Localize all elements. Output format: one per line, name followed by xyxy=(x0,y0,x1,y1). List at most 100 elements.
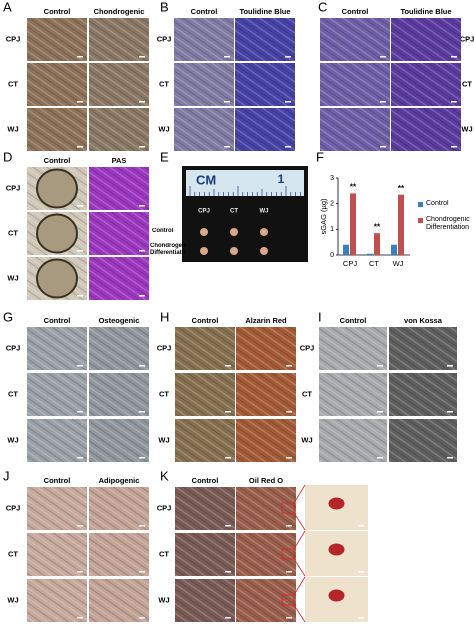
scale-bar xyxy=(451,101,457,103)
scale-bar xyxy=(358,525,364,527)
scale-bar xyxy=(139,101,145,103)
bar xyxy=(391,244,397,255)
scale-bar xyxy=(451,56,457,58)
row-label: CT xyxy=(159,79,169,88)
micrograph-texture xyxy=(174,18,234,61)
micrograph-texture xyxy=(89,167,149,210)
bar xyxy=(367,253,373,255)
scale-bar xyxy=(139,525,145,527)
column-label: WJ xyxy=(260,209,269,215)
micrograph-texture xyxy=(175,327,235,370)
pellet xyxy=(36,258,78,299)
row-label-box: Chondrogenic Differentiation xyxy=(150,243,186,256)
pellet xyxy=(230,247,238,255)
row-label: CPJ xyxy=(6,183,21,192)
micrograph-texture xyxy=(89,63,149,106)
panel-letter: D xyxy=(3,149,12,164)
pellet xyxy=(200,247,208,255)
row-label: WJ xyxy=(7,273,18,282)
micrograph-texture xyxy=(27,63,87,106)
row-label: CPJ xyxy=(157,343,172,352)
row-label: CT xyxy=(159,549,169,558)
scale-bar xyxy=(77,101,83,103)
column-header: Adipogenic xyxy=(99,476,140,485)
panel-letter: B xyxy=(160,0,169,14)
scale-bar xyxy=(77,365,83,367)
significance: ** xyxy=(350,183,357,192)
pellet xyxy=(260,247,268,255)
micrograph-texture xyxy=(389,373,457,416)
panel-letter: E xyxy=(160,149,169,164)
row-label: CT xyxy=(159,389,169,398)
row-label: CPJ xyxy=(157,503,172,512)
micrograph-texture xyxy=(27,579,87,622)
lipid-stain xyxy=(328,589,345,602)
micrograph-texture xyxy=(27,373,87,416)
column-header: Control xyxy=(342,7,369,16)
panel-letter: I xyxy=(318,309,322,324)
micrograph-texture xyxy=(319,419,387,462)
legend-label-box: Chondrogenic Differentiation xyxy=(426,216,470,231)
scale-bar xyxy=(286,617,292,619)
column-header: Toulidine Blue xyxy=(239,7,290,16)
row-label: CPJ xyxy=(460,34,474,43)
micrograph-texture xyxy=(319,373,387,416)
micrograph-texture xyxy=(235,108,295,151)
row-label: CPJ xyxy=(6,343,21,352)
micrograph-texture xyxy=(320,18,390,61)
micrograph-texture xyxy=(235,63,295,106)
micrograph-texture xyxy=(89,487,149,530)
bar xyxy=(398,194,404,255)
column-header: von Kossa xyxy=(404,316,443,325)
scale-bar xyxy=(380,101,386,103)
scale-bar xyxy=(447,365,453,367)
micrograph-texture xyxy=(175,533,235,576)
scale-bar xyxy=(139,205,145,207)
zoom-line xyxy=(293,558,306,577)
row-label: CT xyxy=(8,549,18,558)
panel-letter: J xyxy=(3,468,10,483)
row-label: WJ xyxy=(7,595,18,604)
scale-bar xyxy=(139,571,145,573)
scale-bar xyxy=(224,146,230,148)
column-header: Control xyxy=(191,7,218,16)
scale-bar xyxy=(225,571,231,573)
micrograph-texture xyxy=(89,212,149,255)
micrograph-texture xyxy=(389,327,457,370)
scale-bar xyxy=(77,571,83,573)
micrograph-texture xyxy=(27,533,87,576)
scale-bar xyxy=(380,146,386,148)
micrograph-texture xyxy=(89,257,149,300)
micrograph-texture xyxy=(89,579,149,622)
row-label: Control xyxy=(152,228,174,234)
ruler xyxy=(186,170,304,196)
scale-bar xyxy=(285,56,291,58)
row-label: CPJ xyxy=(157,34,172,43)
row-label: WJ xyxy=(461,124,472,133)
legend-label: Chondrogenic Differentiation xyxy=(426,216,470,231)
row-label: CT xyxy=(8,228,18,237)
significance: ** xyxy=(398,184,405,193)
scale-bar xyxy=(286,457,292,459)
scale-bar xyxy=(286,365,292,367)
x-tick-label: CT xyxy=(369,259,379,268)
micrograph-texture xyxy=(235,18,295,61)
scale-bar xyxy=(286,525,292,527)
column-header: Osteogenic xyxy=(99,316,140,325)
column-header: Control xyxy=(44,156,71,165)
zoom-box xyxy=(281,594,295,606)
micrograph-texture xyxy=(391,108,461,151)
legend-swatch xyxy=(418,218,423,223)
row-label: CPJ xyxy=(300,343,315,352)
micrograph-texture xyxy=(175,373,235,416)
column-header: Control xyxy=(192,316,219,325)
scale-bar xyxy=(380,56,386,58)
bar xyxy=(350,193,356,255)
row-label: WJ xyxy=(158,435,169,444)
panel-letter: G xyxy=(3,309,13,324)
scale-bar xyxy=(285,101,291,103)
panel-letter: F xyxy=(316,149,324,164)
micrograph-texture xyxy=(89,108,149,151)
micrograph-texture xyxy=(236,579,296,622)
